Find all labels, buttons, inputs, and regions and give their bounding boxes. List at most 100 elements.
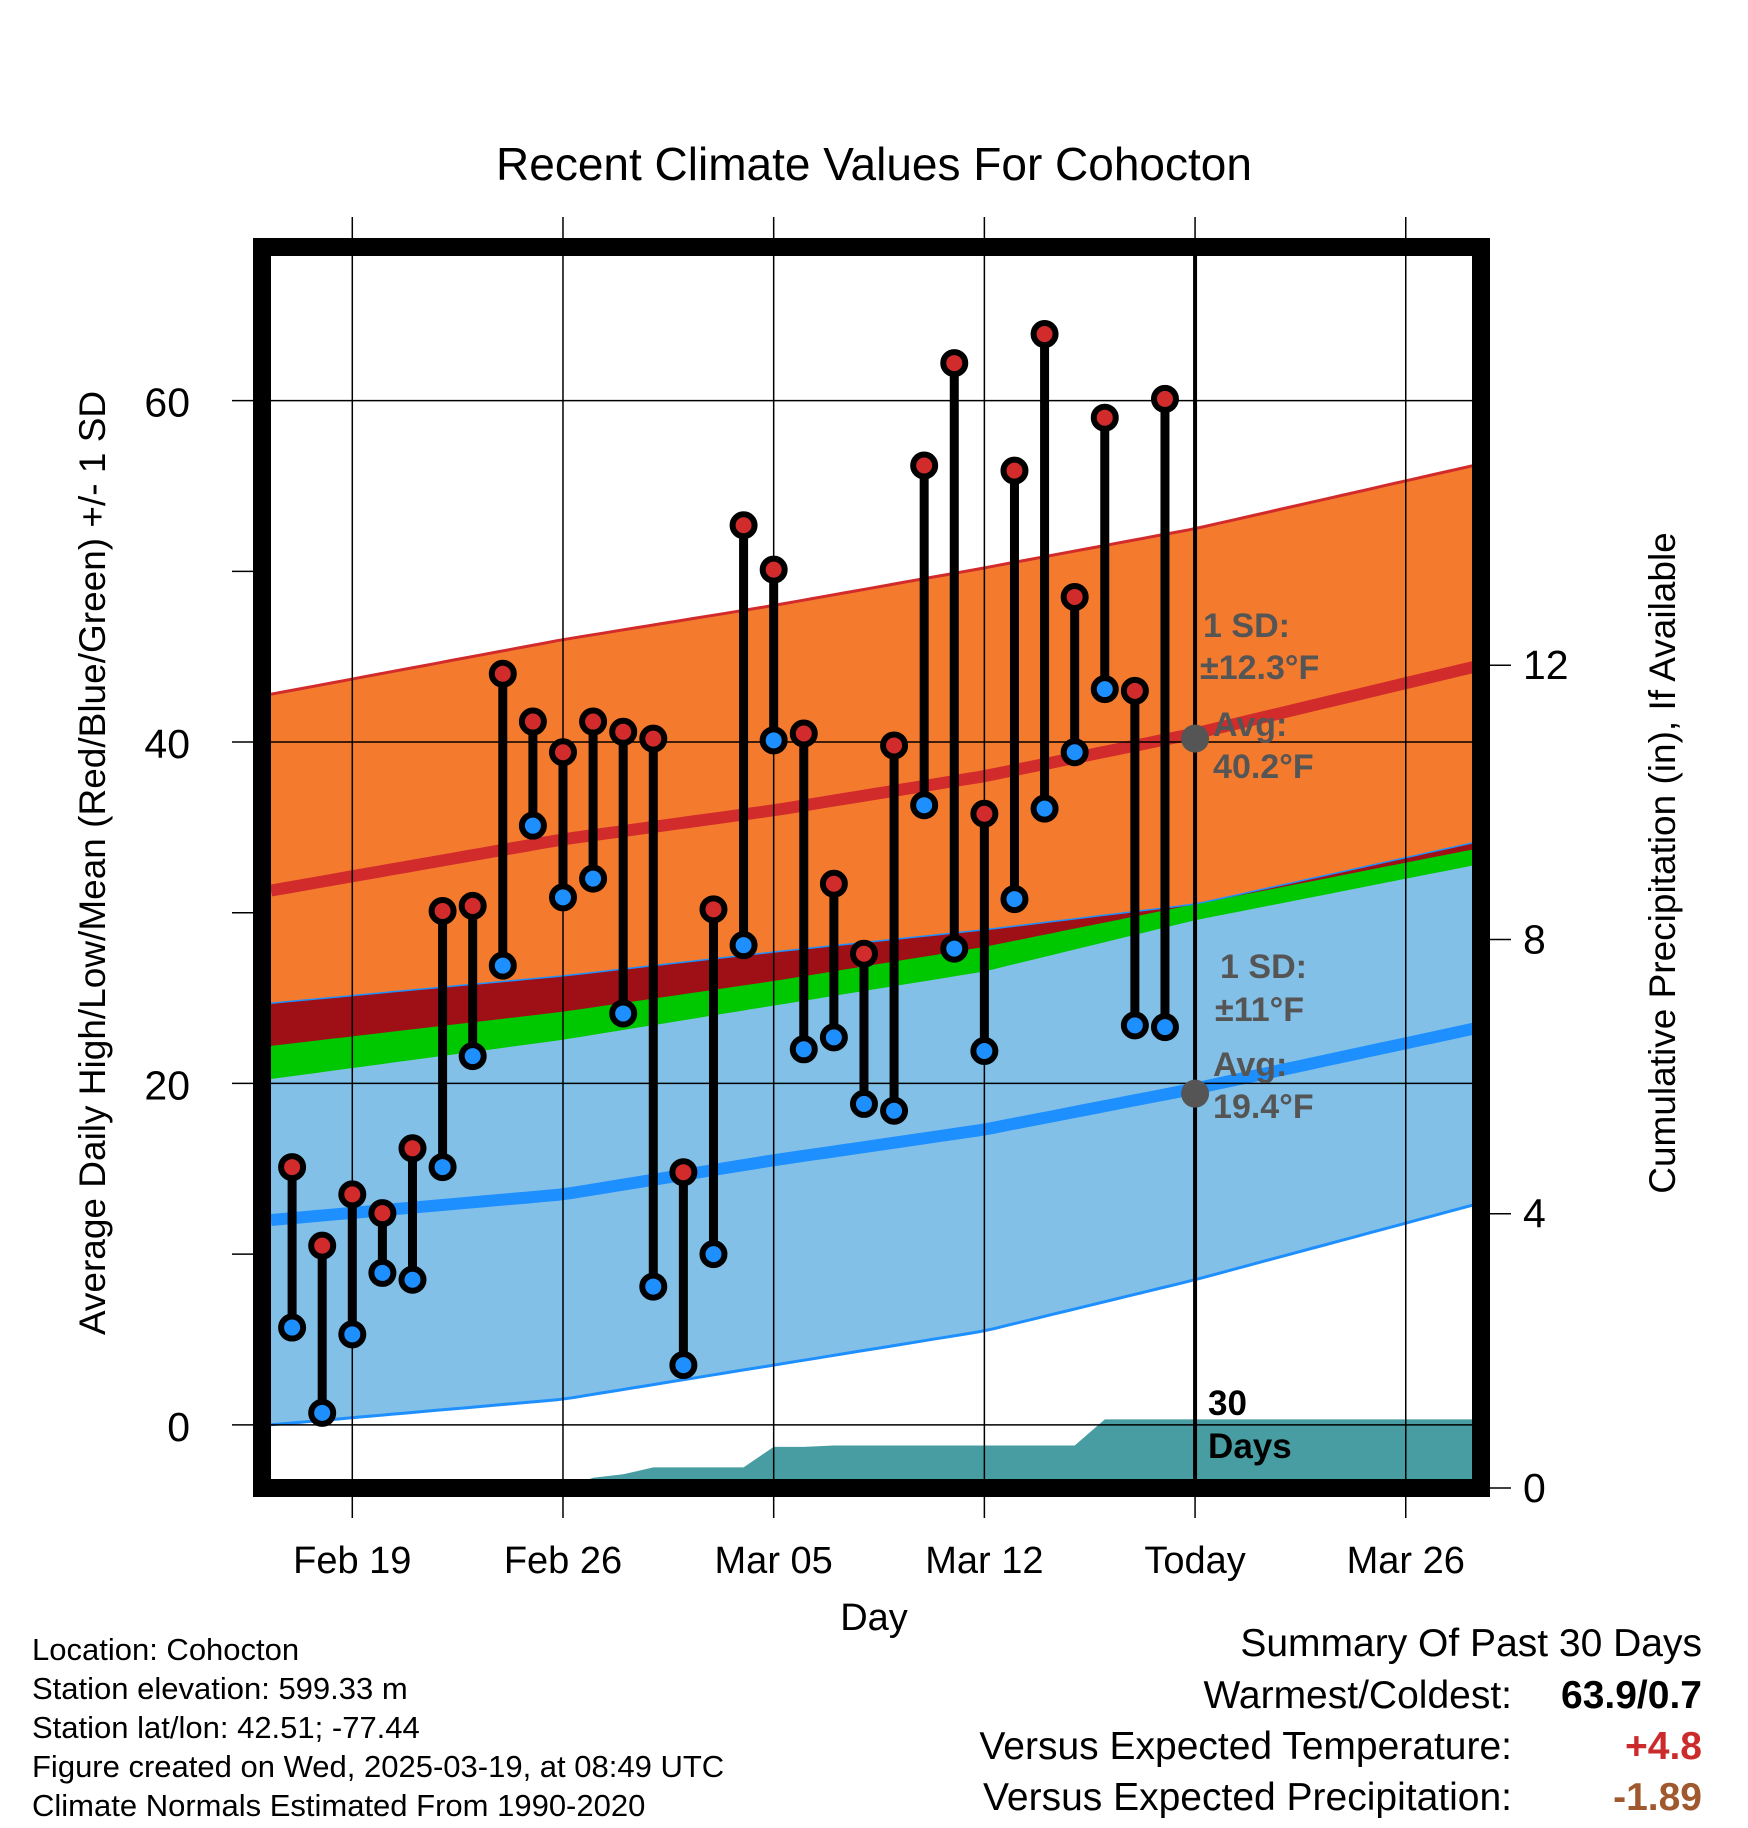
obs-high-point [849, 939, 878, 968]
obs-high-point [579, 707, 608, 736]
station-info: Location: Cohocton Station elevation: 59… [32, 1630, 724, 1825]
obs-high-point [428, 897, 457, 926]
normal-high-line [269, 660, 1477, 897]
summary-precip: Versus Expected Precipitation: -1.89 [979, 1772, 1702, 1823]
obs-low-point [789, 1035, 818, 1064]
obs-high-point [699, 895, 728, 924]
obs-low-point [368, 1258, 397, 1287]
obs-low-point [970, 1037, 999, 1066]
obs-low-point [1060, 738, 1089, 767]
obs-low-point [1150, 1013, 1179, 1042]
high-sd-label: 1 SD: [1203, 607, 1290, 645]
plot-frame [253, 238, 1490, 1497]
summary-temp: Versus Expected Temperature: +4.8 [979, 1721, 1702, 1772]
obs-high-point [278, 1153, 307, 1182]
obs-high-point [1030, 320, 1059, 349]
days-label: Days [1208, 1427, 1292, 1466]
obs-high-point [1150, 384, 1179, 413]
obs-high-point [338, 1180, 367, 1209]
obs-low-point [729, 931, 758, 960]
x-axis-label: Day [840, 1597, 908, 1639]
y-tick-label-left: 0 [167, 1404, 190, 1450]
obs-low-point [338, 1320, 367, 1349]
x-tick-label: Feb 19 [293, 1540, 411, 1582]
obs-low-point [910, 791, 939, 820]
temp-value: +4.8 [1625, 1725, 1702, 1768]
temp-label: Versus Expected Temperature: [979, 1725, 1512, 1768]
summary-title: Summary Of Past 30 Days [1240, 1622, 1702, 1665]
low-avg-value: 19.4°F [1213, 1088, 1314, 1126]
station-location: Location: Cohocton [32, 1632, 300, 1667]
normal-low-line [270, 1022, 1477, 1226]
obs-high-point [488, 659, 517, 688]
obs-high-point [759, 555, 788, 584]
x-tick-label: Feb 26 [504, 1540, 622, 1582]
obs-low-point [639, 1272, 668, 1301]
obs-high-point [458, 891, 487, 920]
obs-low-point [759, 726, 788, 755]
obs-high-point [970, 799, 999, 828]
obs-low-point [1030, 794, 1059, 823]
obs-high-point [819, 869, 848, 898]
summary-panel: Summary Of Past 30 Days Warmest/Coldest:… [979, 1622, 1702, 1823]
obs-low-point [518, 811, 547, 840]
plot-area: 1 SD: ±12.3°F Avg: 40.2°F 1 SD: ±11°F Avg: 19.4… [144, 217, 1569, 1582]
obs-low-point [1120, 1011, 1149, 1040]
obs-low-point [548, 883, 577, 912]
warm-cold-value: 63.9/0.7 [1561, 1674, 1702, 1717]
x-tick-label: Today [1144, 1540, 1245, 1582]
obs-high-point [308, 1231, 337, 1260]
warm-cold-label: Warmest/Coldest: [1203, 1674, 1512, 1717]
obs-low-point [609, 999, 638, 1028]
obs-high-point [910, 451, 939, 480]
obs-low-point [849, 1089, 878, 1118]
chart-title: Recent Climate Values For Cohocton [496, 138, 1252, 190]
high-upper-line [270, 463, 1476, 696]
y-tick-label-right: 4 [1523, 1191, 1546, 1237]
figure-created: Figure created on Wed, 2025-03-19, at 08… [32, 1749, 725, 1784]
high-avg-value: 40.2°F [1213, 748, 1314, 786]
today-low-avg-marker [1181, 1079, 1210, 1108]
obs-high-point [1090, 403, 1119, 432]
low-lower-line [270, 1203, 1476, 1427]
y-tick-label-left: 60 [144, 380, 190, 426]
obs-high-point [609, 717, 638, 746]
obs-high-point [789, 719, 818, 748]
obs-low-point [488, 951, 517, 980]
obs-low-point [1090, 675, 1119, 704]
obs-high-point [518, 707, 547, 736]
station-elevation: Station elevation: 599.33 m [32, 1671, 408, 1706]
obs-high-point [940, 349, 969, 378]
y-tick-label-right: 0 [1523, 1465, 1546, 1511]
low-sd-value: ±11°F [1215, 991, 1304, 1029]
y-axis-left-label: Average Daily High/Low/Mean (Red/Blue/Gr… [72, 391, 113, 1335]
mean-band [271, 849, 1475, 1080]
climate-normals: Climate Normals Estimated From 1990-2020 [32, 1788, 646, 1823]
y-tick-label-left: 20 [144, 1062, 190, 1108]
high-avg-label: Avg: [1213, 706, 1287, 744]
low-avg-label: Avg: [1213, 1046, 1287, 1084]
precip-area [563, 1419, 1481, 1488]
y-tick-label-right: 8 [1523, 916, 1546, 962]
obs-high-point [548, 738, 577, 767]
y-tick-label-right: 12 [1523, 642, 1569, 688]
x-tick-label: Mar 05 [715, 1540, 833, 1582]
high-sd-band [271, 465, 1475, 1004]
precip-label: Versus Expected Precipitation: [983, 1776, 1512, 1819]
x-tick-label: Mar 26 [1347, 1540, 1465, 1582]
obs-low-point [940, 934, 969, 963]
summary-warm-cold: Warmest/Coldest: 63.9/0.7 [979, 1670, 1702, 1721]
obs-high-point [669, 1158, 698, 1187]
obs-low-point [819, 1023, 848, 1052]
obs-high-point [880, 731, 909, 760]
obs-low-point [669, 1351, 698, 1380]
obs-high-point [1120, 676, 1149, 705]
precip-value: -1.89 [1613, 1776, 1702, 1819]
obs-low-point [699, 1240, 728, 1269]
obs-high-point [368, 1199, 397, 1228]
obs-high-point [398, 1134, 427, 1163]
obs-low-point [278, 1313, 307, 1342]
days-count-label: 30 [1208, 1384, 1247, 1423]
low-sd-label: 1 SD: [1220, 948, 1307, 986]
